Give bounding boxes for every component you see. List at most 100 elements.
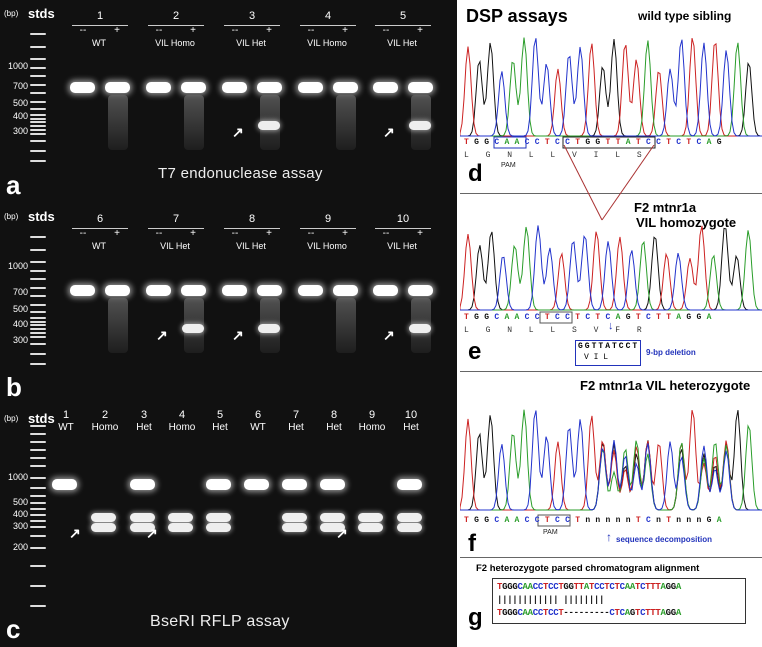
bp-label: (bp)	[4, 9, 19, 18]
base: A	[504, 516, 515, 525]
ladder-band	[30, 605, 46, 607]
lane-number: 6	[96, 213, 104, 225]
divider	[460, 193, 762, 194]
uncut-band	[333, 82, 358, 93]
marker-label: 400	[12, 319, 28, 329]
base: T	[635, 516, 646, 525]
ladder-band	[30, 449, 46, 451]
genotype-label: Homo	[168, 422, 196, 433]
base: A	[615, 313, 626, 322]
alignment-box: TGGGCAACCTCCTGGTTATCCTCTCAATCTTTAGGA |||…	[492, 578, 746, 624]
ladder-band	[30, 343, 46, 345]
lane-number: 4	[324, 10, 332, 22]
panel-letter: a	[6, 170, 21, 200]
genotype-label: VIL Het	[236, 241, 266, 251]
ladder-band	[30, 261, 46, 263]
ladder-band	[30, 140, 46, 142]
uncut-band	[257, 285, 282, 296]
uncut-band	[222, 285, 247, 296]
chromatogram-f	[460, 409, 762, 511]
ladder-band	[30, 287, 46, 289]
uncut-band	[244, 479, 269, 490]
base: n	[676, 516, 687, 525]
deletion-connector	[563, 145, 655, 221]
gel-caption: T7 endonuclease assay	[158, 165, 323, 182]
ladder-band	[30, 487, 46, 489]
minus-label: --	[382, 25, 390, 36]
base: T	[464, 313, 475, 322]
lane-number: 9	[324, 213, 332, 225]
deleted-amino-acids: V I L	[584, 353, 609, 362]
base: C	[599, 582, 605, 592]
base: T	[588, 582, 595, 592]
base: A	[624, 608, 630, 618]
plus-label: +	[342, 228, 348, 239]
base: C	[609, 608, 615, 618]
base: A	[675, 608, 681, 618]
uncut-band	[257, 82, 282, 93]
panel-g-title: F2 heterozygote parsed chromatogram alig…	[476, 563, 700, 574]
base: T	[655, 582, 661, 592]
sequence-box-f	[537, 514, 571, 527]
uncut-band	[105, 285, 130, 296]
cleavage-band	[320, 513, 345, 522]
base: G	[585, 138, 596, 147]
base: C	[565, 138, 576, 147]
base: A	[522, 608, 528, 618]
ladder-band	[30, 150, 46, 152]
lane-bracket	[224, 228, 280, 229]
lane-number: 10	[396, 213, 410, 225]
lane-bracket	[300, 25, 356, 26]
uncut-band	[298, 285, 323, 296]
plus-label: +	[114, 228, 120, 239]
digest-smear	[336, 95, 356, 150]
base: C	[605, 313, 616, 322]
base: T	[635, 313, 646, 322]
ladder-band	[30, 547, 46, 549]
ladder-band	[30, 425, 46, 427]
base: A	[675, 582, 681, 592]
ladder-band	[30, 295, 46, 297]
base: C	[534, 138, 545, 147]
panel-f-title: F2 mtnr1a VIL heterozygote	[580, 378, 751, 393]
base: -	[573, 608, 579, 618]
cleavage-band	[320, 523, 345, 532]
ladder-band	[30, 114, 46, 116]
chromatogram-d	[460, 37, 762, 137]
genotype-label: Het	[212, 422, 228, 433]
cleavage-band	[206, 513, 231, 522]
base: G	[665, 582, 671, 592]
base: C	[548, 608, 554, 618]
base: A	[625, 138, 636, 147]
digest-smear	[184, 95, 204, 150]
base: A	[514, 313, 525, 322]
plus-label: +	[114, 25, 120, 36]
panel-e-title-2: VIL homozygote	[636, 215, 737, 230]
base: C	[494, 516, 505, 525]
base: C	[534, 516, 545, 525]
panel-letter: c	[6, 614, 21, 644]
base: T	[542, 582, 549, 592]
base: G	[474, 138, 485, 147]
trace-T	[460, 37, 762, 137]
ladder-band	[30, 526, 46, 528]
marker-label: 1000	[7, 472, 28, 482]
base: T	[645, 608, 651, 618]
base: T	[634, 582, 641, 592]
plus-label: +	[190, 228, 196, 239]
ladder-band	[30, 84, 46, 86]
panel-letter: f	[468, 530, 476, 557]
ladder-band	[30, 502, 46, 504]
lane-bracket	[72, 228, 128, 229]
base: T	[615, 138, 626, 147]
base: C	[534, 313, 545, 322]
base: C	[640, 582, 646, 592]
trace-C	[460, 38, 762, 137]
lane-number: 1	[96, 10, 104, 22]
base: C	[554, 313, 566, 322]
divider	[460, 371, 762, 372]
base: A	[504, 138, 515, 147]
base: n	[595, 516, 606, 525]
lane-number: 5	[216, 409, 224, 421]
cleavage-band	[130, 523, 155, 532]
